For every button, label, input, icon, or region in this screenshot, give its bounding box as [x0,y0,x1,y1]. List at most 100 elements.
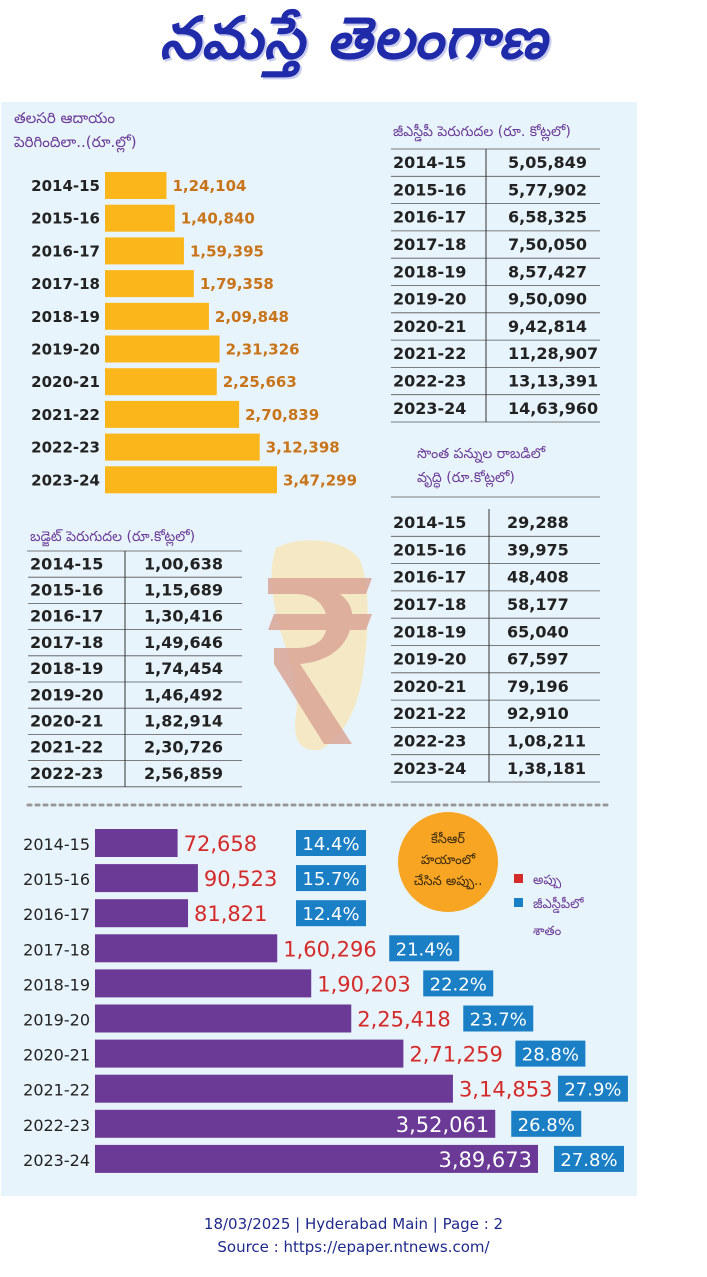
per-capita-value-label: 2,25,663 [223,373,297,391]
gsdp-year: 2020-21 [393,317,466,336]
tax-value: 1,08,211 [507,732,586,751]
budget-value: 1,46,492 [144,685,223,704]
debt-value-label: 90,523 [204,867,277,891]
per-capita-bar [105,400,240,428]
legend-debt-label: అప్పు [533,873,562,889]
masthead: నమస్తే తెలంగాణ [0,0,707,95]
budget-year: 2022-23 [30,764,103,783]
debt-bar [95,1004,352,1033]
gsdp-percent-badge [557,1075,628,1102]
tax-year: 2022-23 [393,732,466,751]
per-capita-year-label: 2016-17 [31,242,100,260]
per-capita-year-label: 2021-22 [31,406,100,424]
tax-value: 48,408 [507,568,569,587]
gsdp-percent-badge [296,900,366,927]
debt-bar [95,1144,538,1173]
per-capita-value-label: 2,70,839 [245,406,319,424]
per-capita-value-label: 1,40,840 [181,210,255,228]
per-capita-year-label: 2015-16 [31,210,100,228]
per-capita-bar [105,270,194,298]
debt-value-label: 2,71,259 [409,1043,503,1067]
debt-bar [95,969,312,998]
gsdp-percent-label: 14.4% [302,834,359,855]
debt-value-label: 1,90,203 [317,972,411,996]
per-capita-value-label: 3,47,299 [283,471,357,489]
gsdp-percent-badge [554,1145,624,1172]
footer-date-line: 18/03/2025 | Hyderabad Main | Page : 2 [203,1215,504,1233]
budget-value: 1,82,914 [144,712,223,731]
tax-value: 79,196 [507,677,569,696]
per-capita-year-label: 2014-15 [31,177,100,195]
debt-bar [95,1039,404,1068]
per-capita-year-label: 2019-20 [31,341,100,359]
budget-value: 1,49,646 [144,633,223,652]
gsdp-value: 8,57,427 [508,262,587,281]
legend-debt-swatch [514,874,523,883]
debt-value-label: 1,60,296 [283,937,377,961]
per-capita-year-label: 2018-19 [31,308,100,326]
budget-value: 1,30,416 [144,607,223,626]
gsdp-percent-label: 27.9% [564,1080,621,1101]
callout-text: చేసిన అప్పు.. [414,874,483,890]
per-capita-year-label: 2017-18 [31,275,100,293]
per-capita-bar [105,172,167,199]
gsdp-value: 5,77,902 [508,180,587,199]
gsdp-percent-badge [515,1040,586,1067]
callout-circle [398,812,498,912]
gsdp-percent-label: 26.8% [518,1115,575,1136]
budget-value: 1,15,689 [144,581,223,600]
per-capita-bar [105,433,260,461]
gsdp-percent-label: 21.4% [396,939,453,960]
debt-bar [95,899,189,928]
tax-year: 2014-15 [393,513,466,532]
budget-year: 2017-18 [30,633,103,652]
gsdp-percent-label: 28.8% [522,1045,579,1066]
per-capita-year-label: 2023-24 [31,471,100,489]
gsdp-year: 2021-22 [393,344,466,363]
per-capita-year-label: 2020-21 [31,373,100,391]
legend-percent-swatch [514,898,523,907]
gsdp-percent-label: 22.2% [430,974,487,995]
gsdp-year: 2023-24 [393,399,466,418]
tax-table-title: సొంత పన్నుల రాబడిలో [417,446,547,463]
budget-value: 1,00,638 [144,554,223,573]
debt-year-label: 2015-16 [23,870,90,889]
gsdp-year: 2014-15 [393,153,466,172]
masthead-title: నమస్తే తెలంగాణ [159,4,548,72]
tax-value: 1,38,181 [507,759,586,778]
tax-year: 2023-24 [393,759,466,778]
gsdp-percent-label: 15.7% [302,869,359,890]
debt-value-label: 72,658 [184,832,257,856]
debt-year-label: 2023-24 [23,1151,90,1170]
budget-table-title: బడ్జెట్ పెరుగుదల (రూ.కోట్లలో) [30,529,195,547]
budget-year: 2018-19 [30,659,103,678]
tax-year: 2016-17 [393,568,466,587]
debt-year-label: 2019-20 [23,1011,90,1030]
gsdp-value: 13,13,391 [508,372,598,391]
gsdp-year: 2019-20 [393,290,466,309]
gsdp-value: 5,05,849 [508,153,587,172]
budget-value: 1,74,454 [144,659,223,678]
budget-value: 2,30,726 [144,738,223,757]
debt-bar [95,1074,453,1103]
tax-year: 2020-21 [393,677,466,696]
budget-year: 2021-22 [30,738,103,757]
per-capita-bar [105,335,220,363]
budget-value: 2,56,859 [144,764,223,783]
gsdp-year: 2022-23 [393,372,466,391]
tax-value: 65,040 [507,622,569,641]
tax-value: 67,597 [507,650,569,669]
tax-value: 29,288 [507,513,569,532]
budget-year: 2015-16 [30,581,103,600]
debt-value-label: 3,89,673 [438,1148,532,1172]
legend-percent-label: శాతం [533,924,562,939]
debt-value-label: 3,52,061 [396,1113,490,1137]
gsdp-year: 2015-16 [393,180,466,199]
gsdp-percent-badge [423,970,494,997]
per-capita-bar [105,368,217,396]
per-capita-bar [105,237,184,265]
budget-year: 2016-17 [30,607,103,626]
gsdp-percent-label: 23.7% [470,1010,527,1031]
debt-value-label: 2,25,418 [357,1008,451,1032]
gsdp-year: 2017-18 [393,235,466,254]
